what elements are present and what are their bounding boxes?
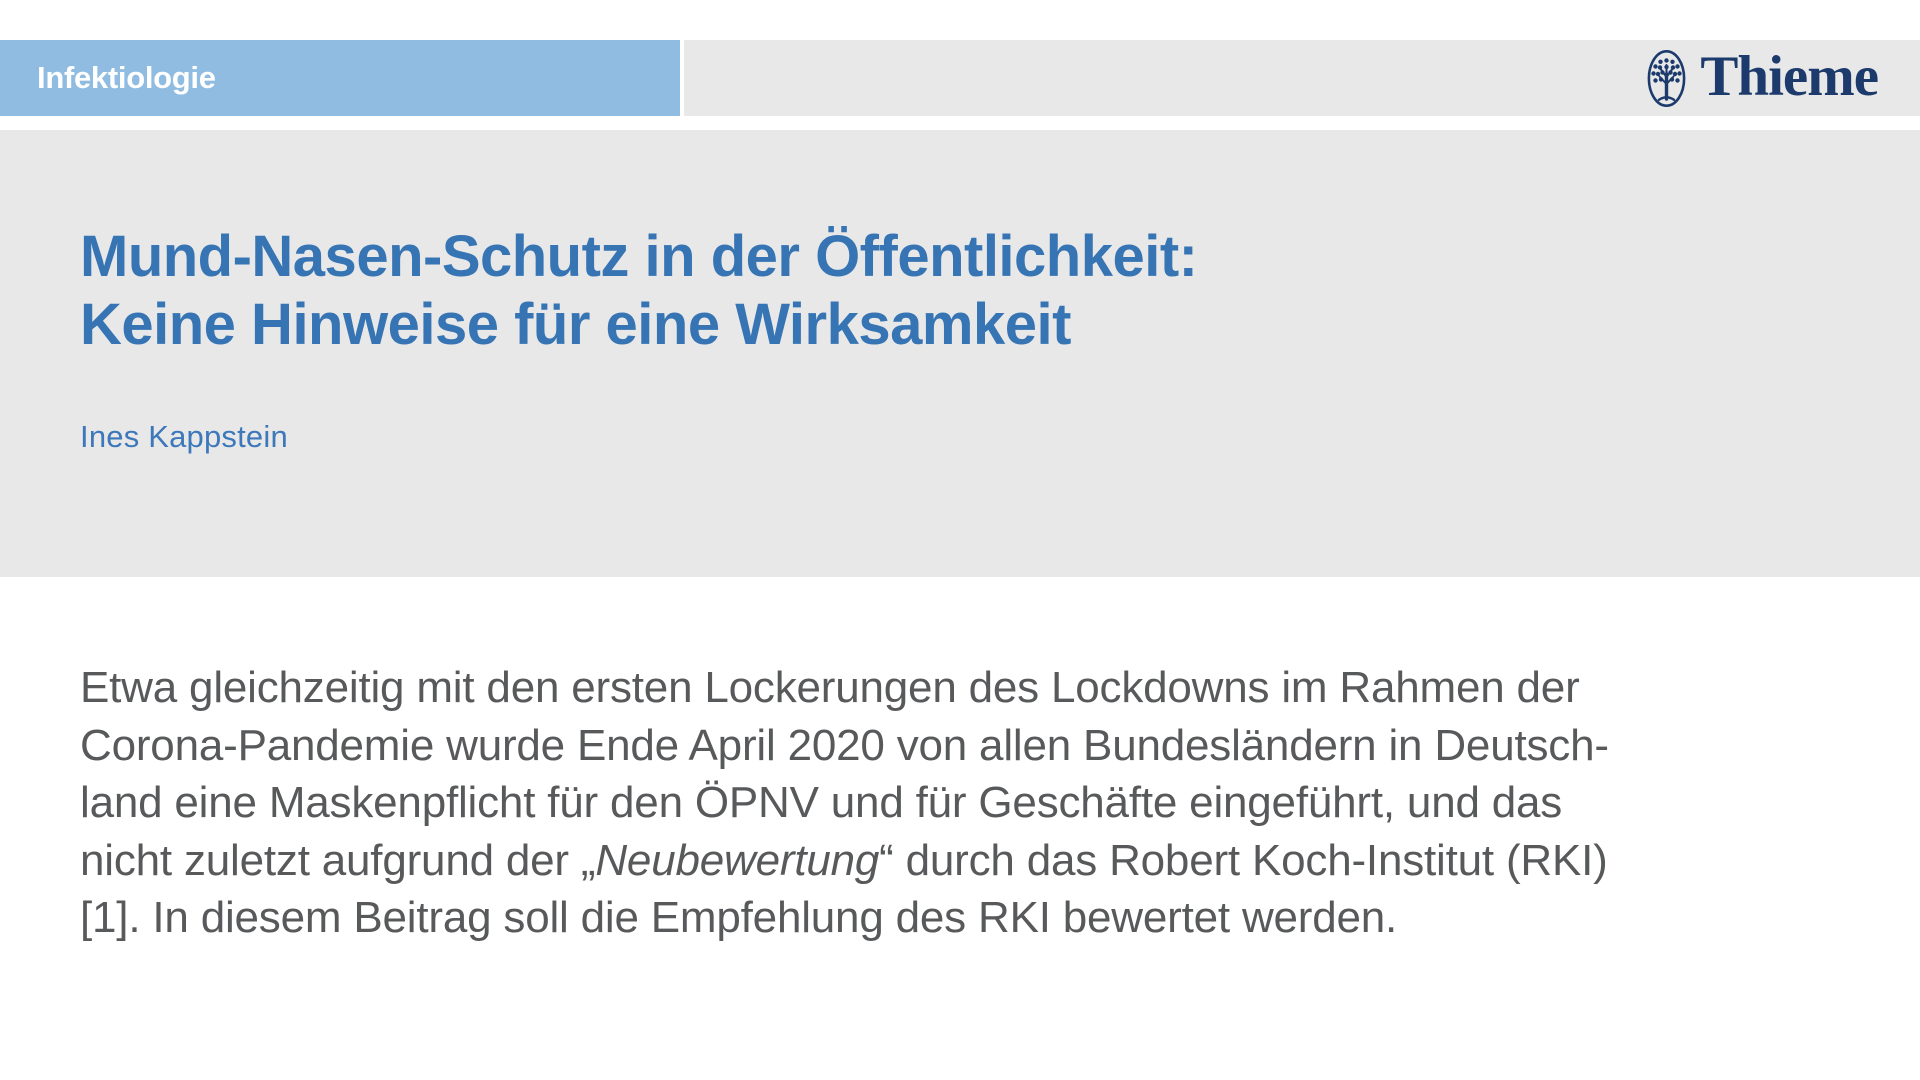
paragraph-text: land eine Maskenpflicht für den ÖPNV und… xyxy=(80,778,1563,827)
emphasized-text: Neubewertung xyxy=(595,835,880,885)
article-author: Ines Kappstein xyxy=(80,419,288,454)
paragraph-line: Corona-Pandemie wurde Ende April 2020 vo… xyxy=(80,717,1860,775)
category-label: Infektiologie xyxy=(37,60,216,95)
paragraph-line: Etwa gleichzeitig mit den ersten Lockeru… xyxy=(80,659,1860,717)
publisher-bar: Thieme xyxy=(684,40,1920,116)
journal-header-bar: Infektiologie xyxy=(0,40,1920,116)
paragraph-line: land eine Maskenpflicht für den ÖPNV und… xyxy=(80,774,1860,832)
top-white-strip xyxy=(0,0,1920,40)
publisher-wordmark: Thieme xyxy=(1700,44,1879,108)
thieme-logo: Thieme xyxy=(1646,44,1879,108)
article-title: Mund-Nasen-Schutz in der Öffentlichkeit:… xyxy=(80,223,1860,359)
paragraph-text: Corona-Pandemie wurde Ende April 2020 vo… xyxy=(80,720,1609,770)
thieme-tree-icon xyxy=(1647,49,1686,107)
article-header-band: Mund-Nasen-Schutz in der Öffentlichkeit:… xyxy=(0,130,1920,577)
article-title-line-1: Mund-Nasen-Schutz in der Öffentlichkeit: xyxy=(80,224,1198,289)
article-title-line-2: Keine Hinweise für eine Wirksamkeit xyxy=(80,292,1071,357)
category-banner: Infektiologie xyxy=(0,40,684,116)
paragraph-line: nicht zuletzt aufgrund der „Neubewertung… xyxy=(80,832,1860,890)
paragraph-text: Etwa gleichzeitig mit den ersten Lockeru… xyxy=(80,663,1580,712)
paragraph-text: [1]. In diesem Beitrag soll die Empfehlu… xyxy=(80,893,1398,942)
header-divider xyxy=(0,116,1920,130)
lead-paragraph: Etwa gleichzeitig mit den ersten Lockeru… xyxy=(80,659,1860,947)
paragraph-text: nicht zuletzt aufgrund der „ xyxy=(80,835,596,885)
paragraph-text: “ durch das Robert Koch-Institut (RKI) xyxy=(879,835,1608,885)
article-body: Etwa gleichzeitig mit den ersten Lockeru… xyxy=(0,577,1920,947)
paragraph-line: [1]. In diesem Beitrag soll die Empfehlu… xyxy=(80,889,1860,947)
